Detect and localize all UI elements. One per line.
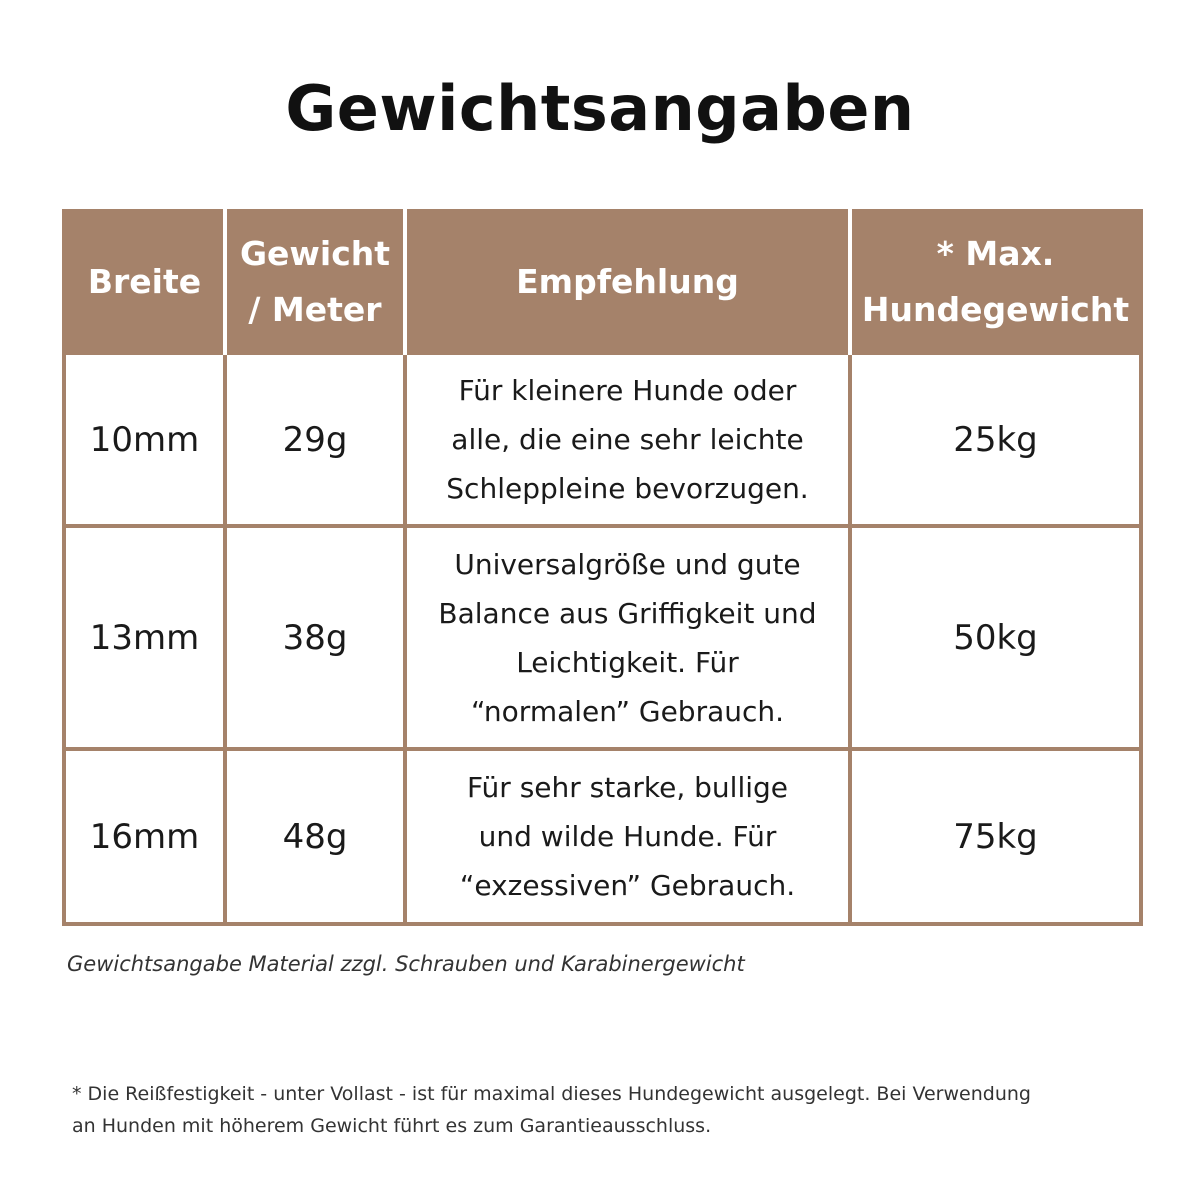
header-breite: Breite (64, 211, 225, 353)
header-label: Hundegewicht (861, 290, 1130, 329)
header-label: / Meter (248, 290, 382, 329)
cell-empfehlung: Universalgröße und gute Balance aus Grif… (403, 524, 852, 751)
header-empfehlung: Empfehlung (403, 211, 850, 353)
empfehlung-line: Leichtigkeit. Für (516, 645, 739, 679)
empfehlung-line: “exzessiven” Gebrauch. (459, 869, 796, 902)
header-label: Empfehlung (516, 262, 739, 301)
page-title: Gewichtsangaben (285, 72, 915, 145)
header-label: Breite (87, 262, 202, 301)
weight-table: Breite Gewicht / Meter Empfehlung * Max.… (62, 209, 1143, 926)
empfehlung-line: Universalgröße und gute (454, 547, 801, 581)
table-row: 13mm 38g Universalgröße und gute Balance… (62, 524, 1143, 751)
empfehlung-line: alle, die eine sehr leichte (451, 423, 804, 456)
table-row: 16mm 48g Für sehr starke, bullige und wi… (62, 747, 1143, 926)
cell-breite: 13mm (62, 524, 227, 751)
disclaimer-line: * Die Reißfestigkeit - unter Vollast - i… (72, 1083, 1031, 1105)
empfehlung-line: Für sehr starke, bullige (466, 771, 789, 804)
cell-breite: 16mm (62, 747, 227, 926)
cell-max-hundegewicht: 75kg (848, 747, 1143, 926)
cell-gewicht: 29g (223, 351, 407, 528)
cell-empfehlung: Für kleinere Hunde oder alle, die eine s… (403, 351, 852, 528)
cell-gewicht: 38g (223, 524, 407, 751)
header-label: Gewicht (239, 234, 391, 273)
cell-max-hundegewicht: 25kg (848, 351, 1143, 528)
cell-gewicht: 48g (223, 747, 407, 926)
weight-note: Gewichtsangabe Material zzgl. Schrauben … (67, 952, 745, 976)
header-label: * Max. (936, 234, 1055, 273)
table-header-row: Breite Gewicht / Meter Empfehlung * Max.… (64, 211, 1141, 353)
empfehlung-line: Balance aus Griffigkeit und (438, 596, 817, 630)
cell-empfehlung: Für sehr starke, bullige und wilde Hunde… (403, 747, 852, 926)
cell-max-hundegewicht: 50kg (848, 524, 1143, 751)
cell-breite: 10mm (62, 351, 227, 528)
disclaimer-line: an Hunden mit höherem Gewicht führt es z… (72, 1115, 712, 1137)
header-gewicht: Gewicht / Meter (223, 211, 405, 353)
empfehlung-line: Schleppleine bevorzugen. (446, 472, 809, 505)
disclaimer: * Die Reißfestigkeit - unter Vollast - i… (72, 1078, 1132, 1142)
empfehlung-line: und wilde Hunde. Für (478, 820, 777, 853)
empfehlung-line: Für kleinere Hunde oder (458, 374, 797, 407)
table-row: 10mm 29g Für kleinere Hunde oder alle, d… (62, 351, 1143, 528)
empfehlung-line: “normalen” Gebrauch. (470, 694, 785, 728)
header-max-hundegewicht: * Max. Hundegewicht (848, 211, 1141, 353)
